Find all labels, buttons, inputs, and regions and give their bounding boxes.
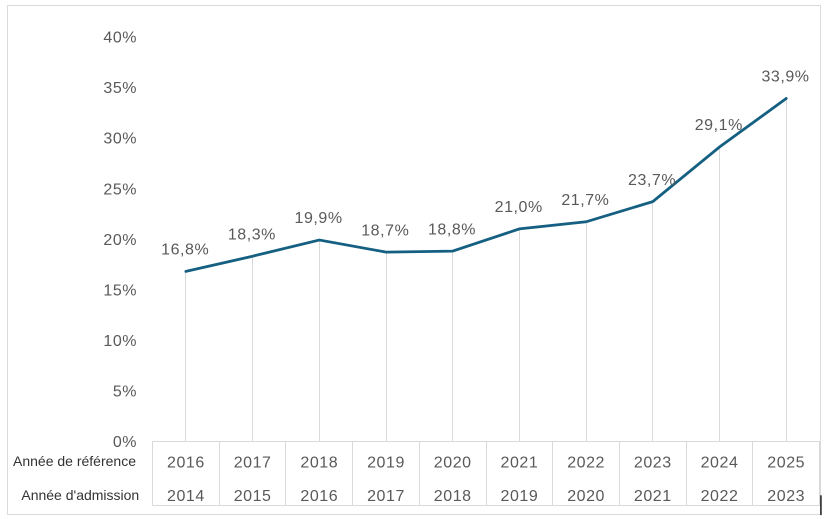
svg-text:21,7%: 21,7%	[561, 192, 609, 209]
svg-text:19,9%: 19,9%	[295, 210, 343, 227]
svg-text:2014: 2014	[167, 488, 205, 505]
svg-text:15%: 15%	[103, 282, 137, 299]
svg-text:20%: 20%	[103, 232, 137, 249]
svg-text:2019: 2019	[501, 488, 539, 505]
svg-text:18,3%: 18,3%	[228, 226, 276, 243]
svg-text:21,0%: 21,0%	[495, 199, 543, 216]
svg-text:Année d'admission: Année d'admission	[21, 487, 139, 503]
svg-text:30%: 30%	[103, 131, 137, 148]
svg-text:2015: 2015	[234, 488, 272, 505]
svg-text:2022: 2022	[567, 455, 605, 472]
svg-text:2021: 2021	[501, 455, 539, 472]
svg-text:23,7%: 23,7%	[628, 172, 676, 189]
svg-text:2024: 2024	[701, 455, 739, 472]
svg-text:2020: 2020	[567, 488, 605, 505]
svg-text:Année de référence: Année de référence	[13, 453, 136, 469]
svg-text:2022: 2022	[701, 488, 739, 505]
svg-text:2025: 2025	[767, 455, 805, 472]
svg-text:5%: 5%	[113, 384, 137, 401]
svg-text:2023: 2023	[767, 488, 805, 505]
svg-text:2018: 2018	[434, 488, 472, 505]
svg-text:10%: 10%	[103, 333, 137, 350]
svg-text:0%: 0%	[113, 434, 137, 451]
svg-text:2019: 2019	[367, 455, 405, 472]
svg-text:18,8%: 18,8%	[428, 221, 476, 238]
svg-text:2017: 2017	[234, 455, 272, 472]
svg-text:33,9%: 33,9%	[761, 69, 809, 86]
svg-text:2017: 2017	[367, 488, 405, 505]
svg-text:2018: 2018	[300, 455, 338, 472]
svg-text:25%: 25%	[103, 181, 137, 198]
svg-text:35%: 35%	[103, 80, 137, 97]
svg-text:2023: 2023	[634, 455, 672, 472]
svg-text:40%: 40%	[103, 30, 137, 47]
svg-text:2016: 2016	[167, 455, 205, 472]
svg-text:16,8%: 16,8%	[161, 242, 209, 259]
svg-text:18,7%: 18,7%	[361, 222, 409, 239]
svg-text:2021: 2021	[634, 488, 672, 505]
svg-text:2016: 2016	[300, 488, 338, 505]
svg-text:2020: 2020	[434, 455, 472, 472]
svg-text:29,1%: 29,1%	[695, 117, 743, 134]
